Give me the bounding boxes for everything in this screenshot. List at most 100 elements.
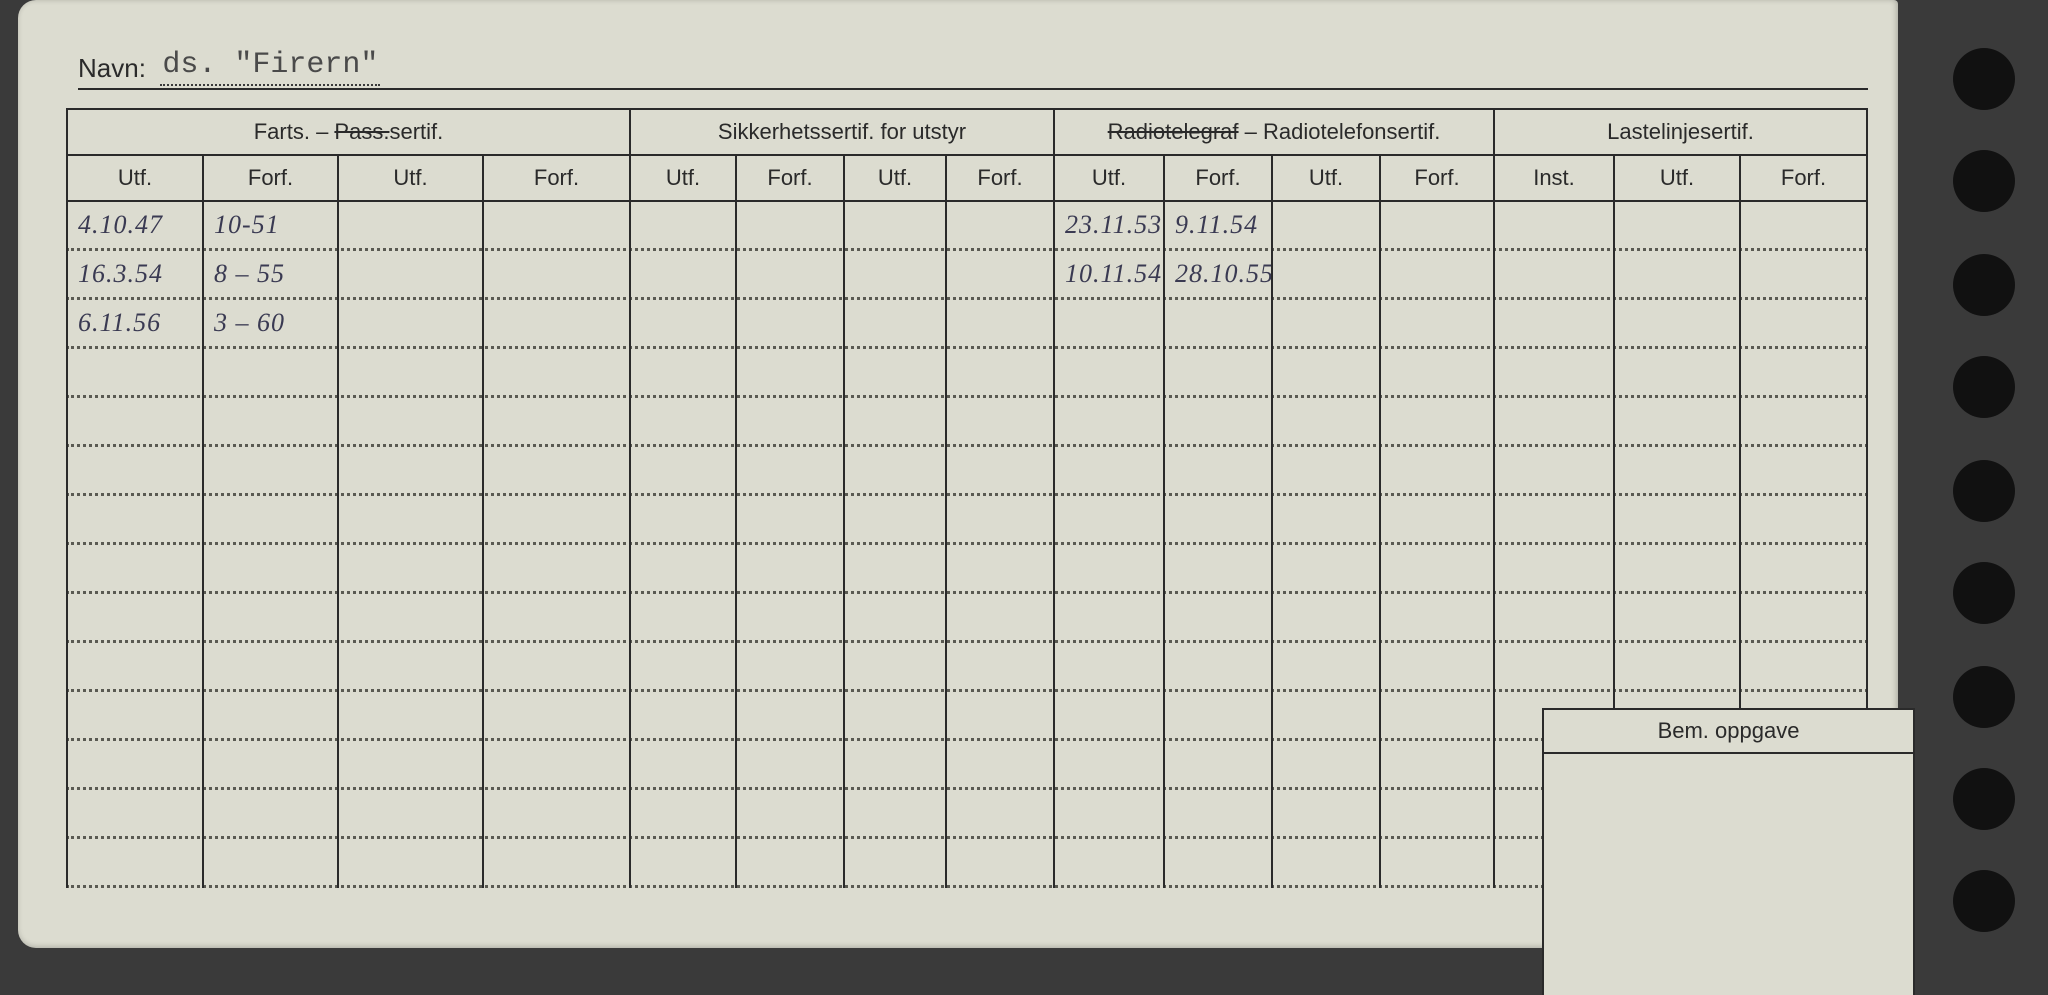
cell-c5 (631, 300, 737, 349)
cell-c5 (631, 202, 737, 251)
cell-c10 (1165, 839, 1273, 888)
cell-c15 (1741, 643, 1868, 692)
cell-c8 (947, 496, 1055, 545)
cell-c3 (339, 300, 484, 349)
cell-c2 (204, 594, 339, 643)
cell-c12 (1381, 349, 1495, 398)
col-forf: Forf. (947, 156, 1055, 200)
col-utf: Utf. (339, 156, 484, 200)
cell-c9 (1055, 300, 1165, 349)
table-row: 16.3.548 – 5510.11.5428.10.55 (66, 251, 1868, 300)
cell-c11 (1273, 349, 1381, 398)
col-utf: Utf. (845, 156, 947, 200)
cell-c6 (737, 545, 845, 594)
cell-c10 (1165, 300, 1273, 349)
cell-c3 (339, 349, 484, 398)
group-laste: Lastelinjesertif. (1495, 110, 1868, 154)
cell-c4 (484, 251, 631, 300)
cell-c1 (66, 398, 204, 447)
col-utf: Utf. (66, 156, 204, 200)
cell-c11 (1273, 692, 1381, 741)
cell-c8 (947, 790, 1055, 839)
cell-c12 (1381, 300, 1495, 349)
cell-c5 (631, 839, 737, 888)
table-row (66, 398, 1868, 447)
cell-c6 (737, 692, 845, 741)
cell-c3 (339, 839, 484, 888)
binder-hole (1953, 254, 2015, 316)
cell-c1 (66, 741, 204, 790)
cell-c6 (737, 300, 845, 349)
table-row (66, 496, 1868, 545)
cell-c4 (484, 398, 631, 447)
cell-c9 (1055, 447, 1165, 496)
cell-c2 (204, 496, 339, 545)
cell-c7 (845, 643, 947, 692)
cell-c14 (1615, 496, 1741, 545)
col-forf: Forf. (204, 156, 339, 200)
cell-c6 (737, 496, 845, 545)
cell-c7 (845, 594, 947, 643)
group-sikkerhet: Sikkerhetssertif. for utstyr (631, 110, 1055, 154)
cell-c1 (66, 643, 204, 692)
cell-c15 (1741, 398, 1868, 447)
cell-c11 (1273, 300, 1381, 349)
cell-c10 (1165, 790, 1273, 839)
cell-c7 (845, 202, 947, 251)
cell-c11 (1273, 741, 1381, 790)
cell-c14 (1615, 398, 1741, 447)
cell-c9 (1055, 790, 1165, 839)
cell-c1 (66, 692, 204, 741)
bem-oppgave-block: Bem. oppgave (1542, 708, 1915, 995)
cell-c15 (1741, 300, 1868, 349)
cell-c14 (1615, 594, 1741, 643)
cell-c3 (339, 790, 484, 839)
cell-c13 (1495, 545, 1615, 594)
cell-c1 (66, 349, 204, 398)
cell-c7 (845, 251, 947, 300)
cell-c3 (339, 692, 484, 741)
cell-c4 (484, 594, 631, 643)
cell-c6 (737, 790, 845, 839)
cell-c13 (1495, 300, 1615, 349)
cell-c1 (66, 545, 204, 594)
cell-c14 (1615, 545, 1741, 594)
cell-c9 (1055, 839, 1165, 888)
cell-c6 (737, 398, 845, 447)
table-row (66, 349, 1868, 398)
cell-c2 (204, 545, 339, 594)
cell-c3 (339, 202, 484, 251)
cell-c5 (631, 741, 737, 790)
table-row (66, 643, 1868, 692)
cell-c11 (1273, 545, 1381, 594)
cell-c11 (1273, 447, 1381, 496)
cell-c7 (845, 741, 947, 790)
cell-c11 (1273, 496, 1381, 545)
cell-c6 (737, 594, 845, 643)
cell-c9: 23.11.53 (1055, 202, 1165, 251)
index-card: Navn: ds. "Firern" Farts. – Pass.sertif.… (18, 0, 1898, 948)
cell-c13 (1495, 594, 1615, 643)
cell-c12 (1381, 398, 1495, 447)
cell-c9 (1055, 349, 1165, 398)
cell-c10 (1165, 643, 1273, 692)
cell-c5 (631, 790, 737, 839)
cell-c6 (737, 349, 845, 398)
cell-c11 (1273, 643, 1381, 692)
group-farts: Farts. – Pass.sertif. (66, 110, 631, 154)
cell-c10: 28.10.55 (1165, 251, 1273, 300)
cell-c5 (631, 643, 737, 692)
cell-c12 (1381, 839, 1495, 888)
binder-hole (1953, 870, 2015, 932)
col-utf: Utf. (1055, 156, 1165, 200)
table-row (66, 447, 1868, 496)
col-utf: Utf. (631, 156, 737, 200)
cell-c4 (484, 349, 631, 398)
cell-c7 (845, 496, 947, 545)
cell-c8 (947, 202, 1055, 251)
cell-c7 (845, 398, 947, 447)
cell-c7 (845, 447, 947, 496)
name-value: ds. "Firern" (160, 48, 382, 88)
cell-c4 (484, 839, 631, 888)
cell-c6 (737, 202, 845, 251)
